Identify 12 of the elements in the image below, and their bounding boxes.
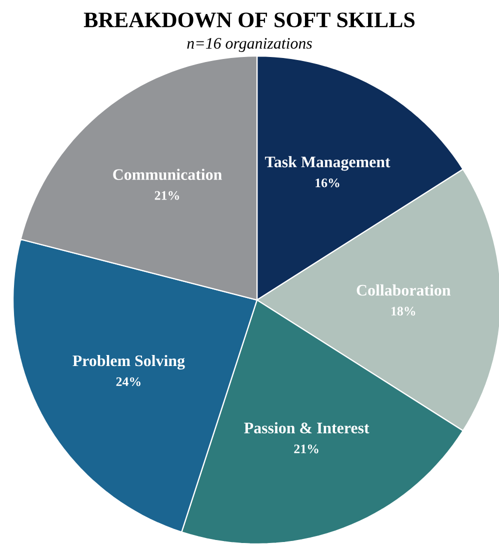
slice-label: Task Management xyxy=(264,156,390,171)
data-label: 16% xyxy=(316,178,340,188)
chart-title: BREAKDOWN OF SOFT SKILLS xyxy=(84,12,414,28)
chart-subtitle: n=16 organizations xyxy=(187,38,312,52)
slice-label: Problem Solving xyxy=(72,354,185,370)
data-label: 18% xyxy=(391,306,416,316)
slice-label: Collaboration xyxy=(356,284,451,296)
slice-label: Passion & Interest xyxy=(244,422,370,434)
data-label: 21% xyxy=(294,444,318,454)
data-label: 24% xyxy=(116,377,140,386)
slice-label: Communication xyxy=(113,168,222,180)
data-label: 21% xyxy=(154,191,180,200)
